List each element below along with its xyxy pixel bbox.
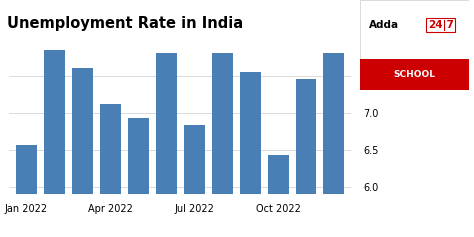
Bar (44, 50, 65, 237)
Bar (239, 72, 261, 237)
FancyBboxPatch shape (360, 0, 469, 90)
Text: Unemployment Rate in India: Unemployment Rate in India (7, 16, 243, 31)
Bar (295, 79, 317, 237)
Text: 24|7: 24|7 (428, 20, 454, 31)
Bar (323, 53, 345, 237)
Bar (211, 53, 233, 237)
Text: Adda: Adda (369, 20, 399, 30)
Bar (360, 59, 469, 90)
Bar (100, 104, 121, 237)
Bar (267, 155, 289, 237)
Bar (183, 125, 205, 237)
Bar (128, 118, 149, 237)
Text: SCHOOL: SCHOOL (394, 70, 436, 79)
Bar (16, 145, 37, 237)
Bar (72, 68, 93, 237)
Bar (155, 53, 177, 237)
